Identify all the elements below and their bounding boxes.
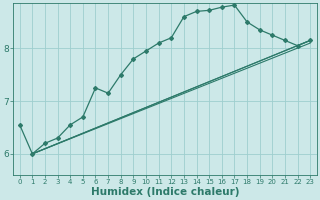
X-axis label: Humidex (Indice chaleur): Humidex (Indice chaleur) (91, 187, 239, 197)
